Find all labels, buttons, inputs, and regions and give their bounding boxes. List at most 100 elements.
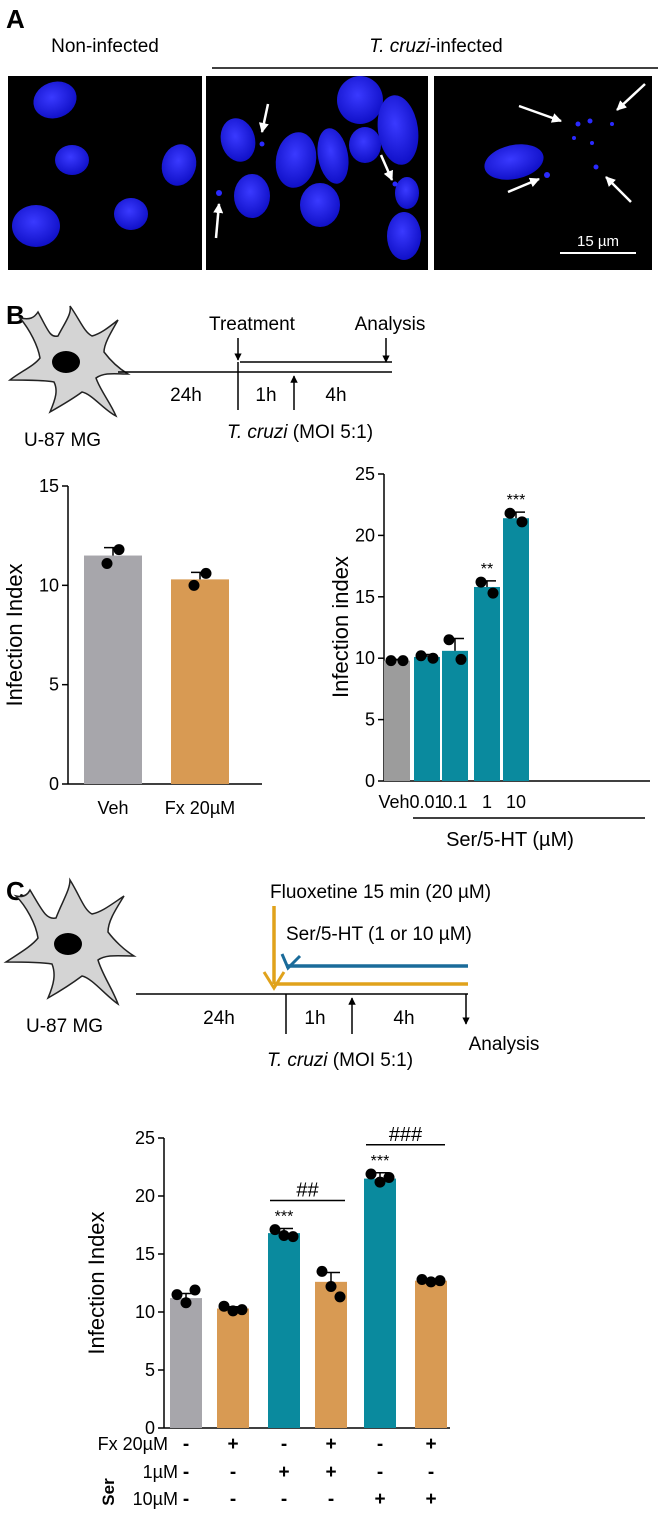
data-point [171,1289,183,1301]
data-point [188,579,200,591]
minus-sign: - [183,1489,189,1510]
parasite [575,121,581,127]
scale-bar-label: 15 µm [577,233,619,250]
nucleus [55,145,89,175]
bar [171,579,229,784]
label-infected: T. cruzi-infected [369,36,502,57]
data-point [334,1291,346,1303]
arrow-indicator [379,154,394,181]
data-point [385,655,397,667]
minus-sign: - [281,1434,287,1455]
data-point [218,1300,230,1312]
plus-sign: + [278,1462,289,1483]
plus-sign: + [374,1489,385,1510]
plus-sign: + [425,1434,436,1455]
parasite [610,122,614,126]
category-label: Veh [97,798,128,818]
nucleus [275,132,317,188]
micrograph-noninfected [8,76,202,270]
row-label: 1µM [143,1462,178,1482]
bar [315,1281,347,1428]
comparison-label: ### [389,1124,423,1146]
time-1h-b: 1h [255,385,276,406]
panel-b-letter: B [6,300,25,330]
micrograph-infected-2: 15 µm [434,76,652,270]
data-point [487,587,499,599]
bar [414,656,440,781]
time-24h-b: 24h [170,385,202,406]
label-infected-species: T. cruzi [369,36,430,57]
data-point [455,653,467,665]
data-point [269,1224,281,1236]
panel-a: A Non-infected T. cruzi-infected [6,4,658,270]
minus-sign: - [377,1462,383,1483]
data-point [278,1229,290,1241]
bar [217,1308,249,1428]
data-point [504,507,516,519]
y-axis-label: Infection Index [2,563,27,706]
plus-sign: + [227,1434,238,1455]
nucleus [300,183,340,227]
data-point [475,576,487,588]
cell-nucleus-icon [54,933,82,955]
minus-sign: - [328,1489,334,1510]
y-tick-label: 0 [49,774,59,794]
parasite [587,118,593,124]
arrow-indicator [213,203,224,239]
data-point [365,1168,377,1180]
y-tick-label: 10 [135,1302,155,1322]
y-tick-label: 20 [135,1186,155,1206]
fluoxetine-label: Fluoxetine 15 min (20 µM) [270,882,491,903]
data-point [200,567,212,579]
bar [170,1298,202,1428]
label-noninfected: Non-infected [51,36,159,57]
nucleus [12,205,60,247]
parasite [544,172,550,178]
arrow-indicator [258,103,270,133]
nucleus [395,177,419,209]
bar [84,555,142,784]
data-point [189,1284,201,1296]
minus-sign: - [230,1489,236,1510]
y-tick-label: 10 [39,575,59,595]
significance-label: *** [371,1153,390,1170]
data-point [427,652,439,664]
data-point [101,557,113,569]
parasite [572,136,576,140]
y-tick-label: 15 [39,476,59,496]
nucleus [234,174,270,218]
data-point [236,1304,248,1316]
y-tick-label: 20 [355,525,375,545]
arrow-indicator [507,177,540,194]
arrow-indicator [616,83,646,111]
time-24h-c: 24h [203,1008,235,1029]
nucleus [337,76,383,124]
parasite [593,164,599,170]
comparison-label: ## [296,1179,319,1201]
category-label: 0.01 [409,792,444,812]
tcruzi-label-b: T. cruzi (MOI 5:1) [227,422,373,443]
bar [503,518,529,781]
bar [268,1233,300,1428]
data-point [397,655,409,667]
moi-b: (MOI 5:1) [288,422,374,443]
data-point [287,1231,299,1243]
plus-sign: + [425,1489,436,1510]
data-point [374,1176,386,1188]
minus-sign: - [183,1462,189,1483]
tcruzi-label-c: T. cruzi (MOI 5:1) [267,1050,413,1071]
moi-c: (MOI 5:1) [328,1050,414,1071]
nucleus [387,212,421,260]
ser-label: Ser [99,1478,118,1506]
data-point [416,1274,428,1286]
y-tick-label: 0 [365,771,375,791]
bar [474,586,500,781]
bar [364,1178,396,1428]
nucleus [161,144,197,186]
cell-label-c: U-87 MG [26,1016,103,1037]
data-point [383,1171,395,1183]
y-tick-label: 0 [145,1418,155,1438]
